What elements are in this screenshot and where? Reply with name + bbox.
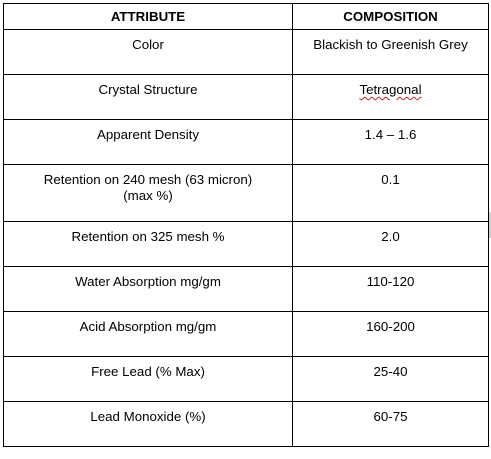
attribute-cell: Retention on 240 mesh (63 micron) (max %… [3, 164, 293, 222]
spellcheck-word: Tetragonal [359, 82, 422, 97]
attribute-cell: Water Absorption mg/gm [3, 266, 293, 312]
composition-table: ATTRIBUTE COMPOSITION Color Blackish to … [3, 3, 489, 447]
attribute-cell: Acid Absorption mg/gm [3, 311, 293, 357]
attribute-cell: Apparent Density [3, 119, 293, 165]
page-edge-divider [489, 212, 491, 238]
attribute-cell: Lead Monoxide (%) [3, 401, 293, 447]
composition-cell: 2.0 [292, 221, 489, 267]
table-row: Apparent Density 1.4 – 1.6 [3, 119, 489, 165]
header-attribute: ATTRIBUTE [3, 3, 293, 30]
composition-cell: 160-200 [292, 311, 489, 357]
attribute-cell: Retention on 325 mesh % [3, 221, 293, 267]
composition-cell: Blackish to Greenish Grey [292, 29, 489, 75]
table-row: Crystal Structure Tetragonal [3, 74, 489, 120]
table-row: Retention on 240 mesh (63 micron) (max %… [3, 164, 489, 222]
attribute-cell: Free Lead (% Max) [3, 356, 293, 402]
table-row: Water Absorption mg/gm 110-120 [3, 266, 489, 312]
composition-cell: 110-120 [292, 266, 489, 312]
composition-cell: 25-40 [292, 356, 489, 402]
table-header-row: ATTRIBUTE COMPOSITION [3, 3, 489, 30]
header-composition: COMPOSITION [292, 3, 489, 30]
table-row: Acid Absorption mg/gm 160-200 [3, 311, 489, 357]
attribute-cell: Color [3, 29, 293, 75]
composition-cell: 1.4 – 1.6 [292, 119, 489, 165]
composition-cell: Tetragonal [292, 74, 489, 120]
composition-cell: 60-75 [292, 401, 489, 447]
composition-cell: 0.1 [292, 164, 489, 222]
table-row: Color Blackish to Greenish Grey [3, 29, 489, 75]
table-row: Free Lead (% Max) 25-40 [3, 356, 489, 402]
table-row: Retention on 325 mesh % 2.0 [3, 221, 489, 267]
table-row: Lead Monoxide (%) 60-75 [3, 401, 489, 447]
attribute-cell: Crystal Structure [3, 74, 293, 120]
